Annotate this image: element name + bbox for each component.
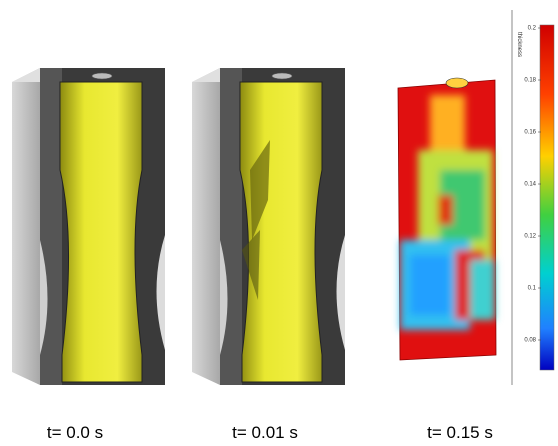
caption: t= 0.0 s (47, 423, 103, 442)
colorbar-tick-label: 0.18 (524, 78, 536, 84)
caption: t= 0.15 s (427, 423, 493, 442)
panel-initial (11, 67, 166, 386)
colorbar-tick-label: 0.16 (524, 130, 536, 136)
colorbar-tick-label: 0.08 (524, 338, 536, 344)
panel-early (191, 67, 346, 386)
colorbar-label: thickness (516, 32, 522, 57)
colorbar-tick-label: 0.12 (524, 234, 536, 240)
caption: t= 0.01 s (232, 423, 298, 442)
panel-thickness-map (397, 77, 497, 361)
colorbar-tick-label: 0.14 (524, 182, 536, 188)
colorbar-tick-label: 0.2 (528, 26, 537, 32)
colorbar-tick-label: 0.1 (528, 286, 537, 292)
colorbar (539, 24, 555, 371)
